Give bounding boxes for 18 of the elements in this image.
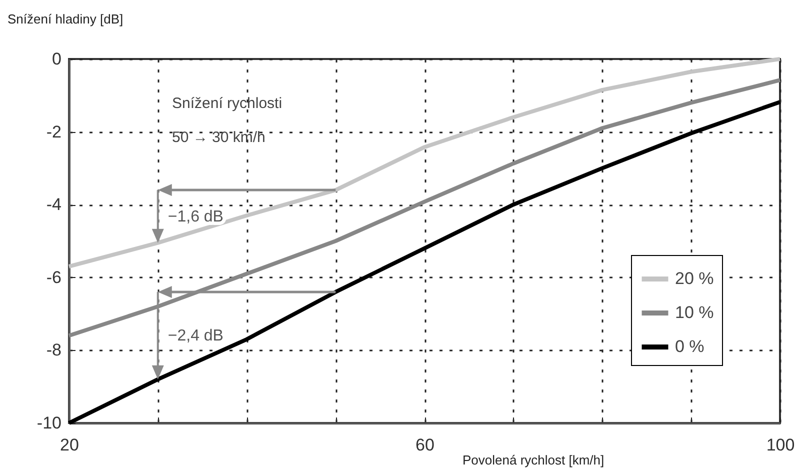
y-tick-label: -8 <box>46 340 62 360</box>
annotation: Snížení rychlosti <box>172 95 282 112</box>
x-tick-label: 20 <box>60 436 79 454</box>
legend-label: 20 % <box>675 269 714 288</box>
y-tick-label: -10 <box>36 414 62 432</box>
y-tick-label: -6 <box>46 268 62 287</box>
y-tick-label: -2 <box>46 122 62 142</box>
y-tick-label: -4 <box>46 195 62 214</box>
y-tick-label: 0 <box>52 50 62 68</box>
annotation: −2,4 dB <box>168 328 224 345</box>
x-tick-label: 100 <box>766 436 795 454</box>
legend-label: 0 % <box>675 337 704 356</box>
x-tick-label: 60 <box>416 436 434 454</box>
x-axis-title: Povolená rychlost [km/h] <box>462 452 604 468</box>
annotation: 50 → 30 km/h <box>172 129 266 146</box>
legend-label: 10 % <box>675 303 714 322</box>
annotation: −1,6 dB <box>168 208 224 226</box>
y-axis-title: Snížení hladiny [dB] <box>8 12 124 26</box>
